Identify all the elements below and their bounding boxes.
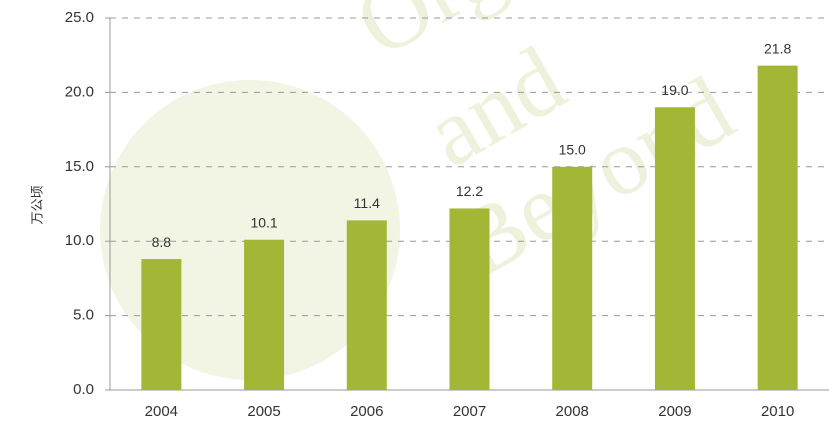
bar [552, 167, 592, 390]
data-label: 15.0 [559, 142, 586, 158]
data-label: 19.0 [661, 82, 688, 98]
x-tick-label: 2007 [453, 403, 486, 420]
bar [450, 208, 490, 390]
watermark-group: Organic and Beyond [100, 0, 750, 380]
x-tick-label: 2010 [761, 403, 794, 420]
bar [141, 259, 181, 390]
data-label: 10.1 [250, 214, 277, 230]
x-tick-label: 2009 [658, 403, 691, 420]
y-axis-label: 万公顷 [29, 185, 44, 224]
bar [347, 220, 387, 390]
data-label: 8.8 [152, 234, 172, 250]
y-tick-label: 15.0 [65, 158, 94, 175]
data-label: 21.8 [764, 40, 791, 56]
bar [244, 240, 284, 390]
bar [758, 66, 798, 390]
x-tick-label: 2006 [350, 403, 383, 420]
data-label: 11.4 [354, 195, 380, 211]
y-tick-label: 0.0 [73, 381, 94, 398]
y-tick-label: 5.0 [73, 307, 94, 324]
y-tick-label: 25.0 [65, 9, 94, 26]
x-tick-label: 2005 [247, 403, 280, 420]
bar [655, 107, 695, 390]
data-label: 12.2 [456, 183, 483, 199]
x-tick-label: 2008 [556, 403, 589, 420]
y-tick-label: 10.0 [65, 232, 94, 249]
x-tick-label: 2004 [145, 403, 178, 420]
y-tick-label: 20.0 [65, 83, 94, 100]
chart: Organic and Beyond 万公顷 0.0 5.0 10.0 15.0 20.… [0, 0, 829, 426]
